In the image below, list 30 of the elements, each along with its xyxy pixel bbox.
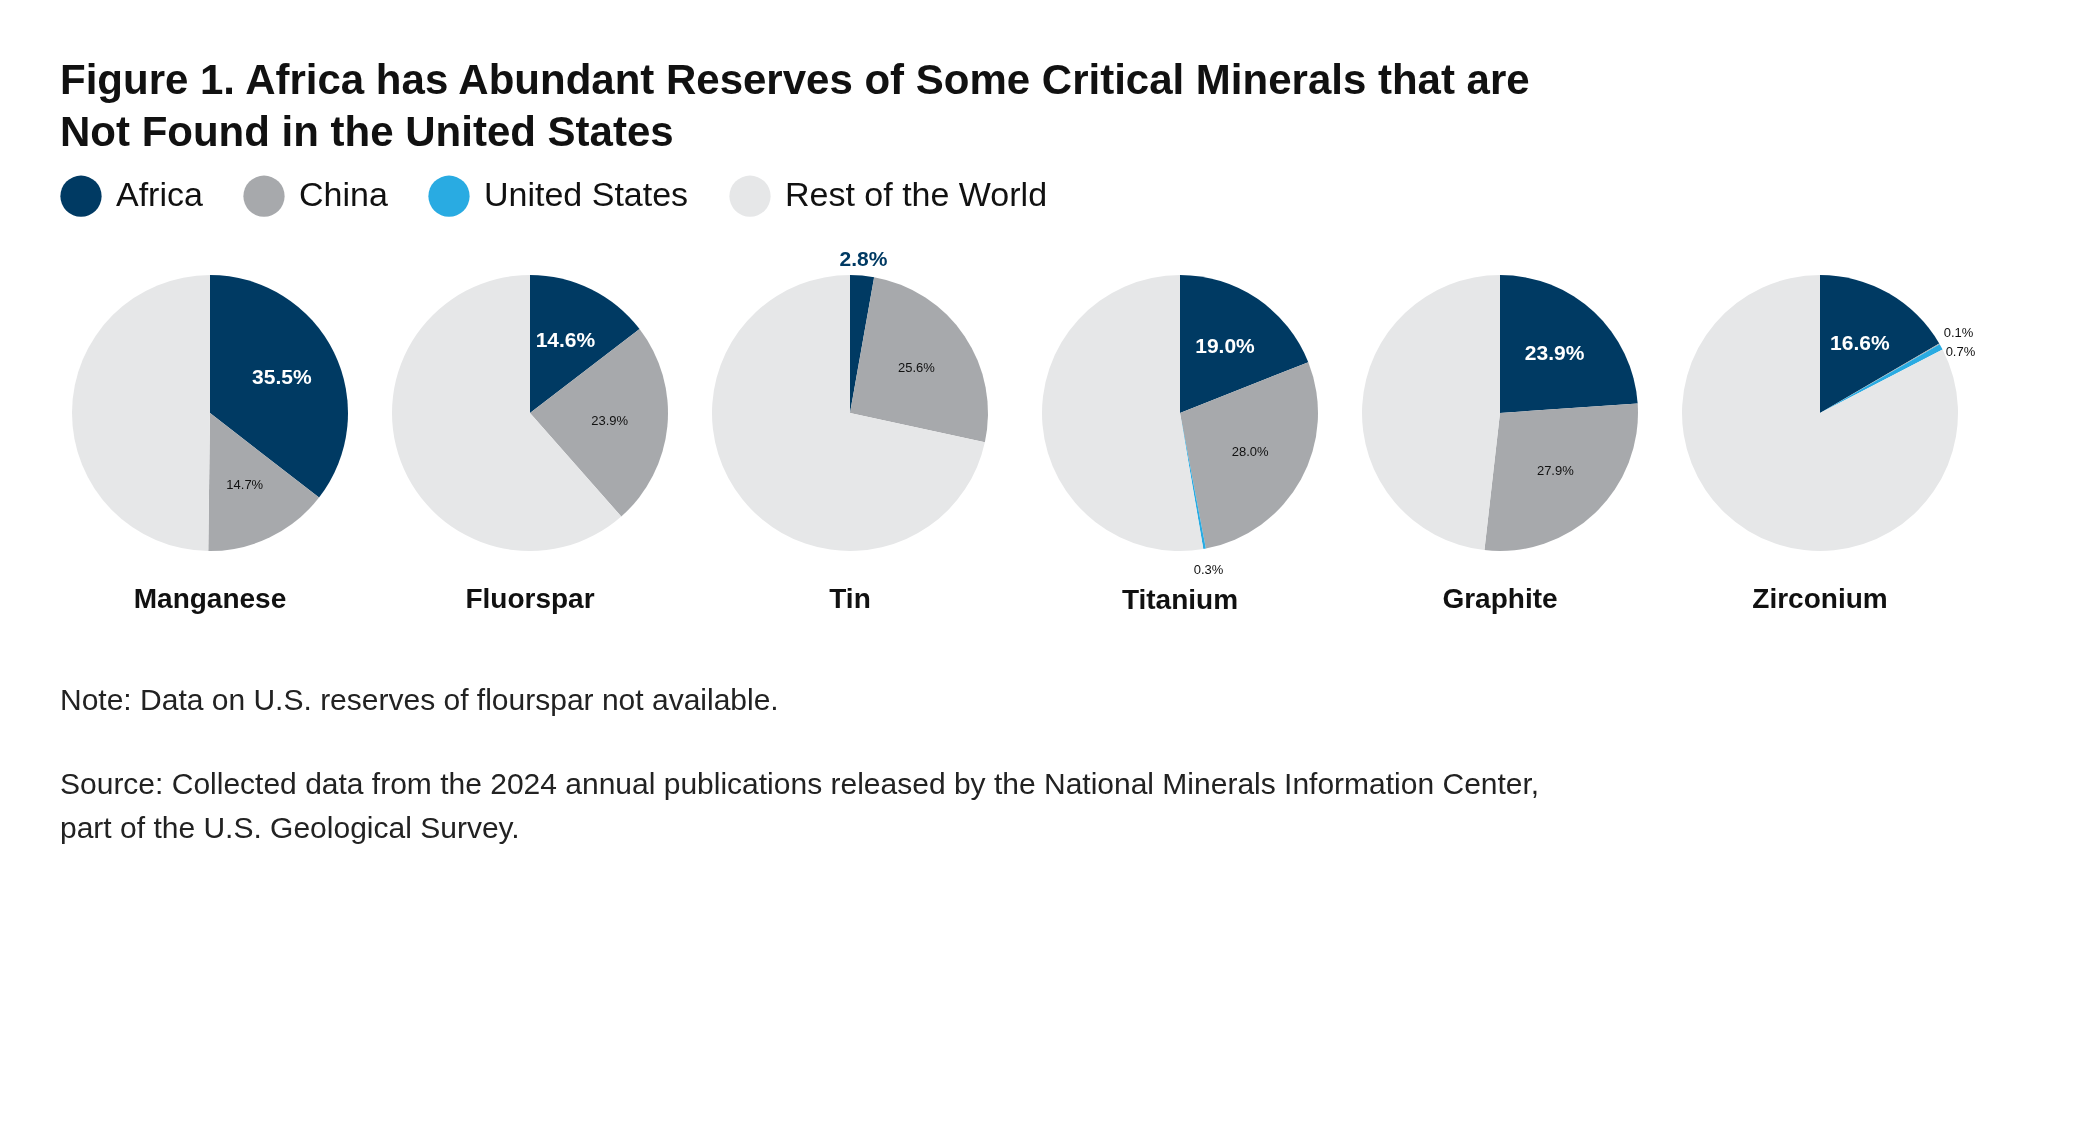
data-label: 14.7% — [226, 477, 264, 493]
text: Titanium — [1121, 584, 1239, 616]
data-label: 23.9% — [591, 412, 629, 428]
pie-slice — [1180, 275, 1309, 413]
data-label: 25.6% — [898, 360, 936, 376]
text: Graphite — [1442, 583, 1558, 614]
text: Manganese — [133, 583, 287, 614]
data-label: 23.9% — [1524, 341, 1585, 365]
data-label: 0.7% — [1945, 344, 1976, 360]
text: Zirconium — [1752, 583, 1888, 614]
data-label: 0.3% — [1193, 562, 1224, 578]
data-label: 0.1% — [1943, 324, 1974, 340]
data-label: 19.0% — [1195, 333, 1256, 357]
legend-label: United States — [484, 175, 689, 214]
legend-label: Africa — [116, 175, 203, 214]
text: Tin — [829, 583, 871, 614]
data-label: 27.9% — [1536, 462, 1575, 478]
data-label: 2.8% — [839, 246, 888, 270]
pie-slice — [1180, 362, 1318, 549]
text: Fluorspar — [465, 583, 595, 614]
text: Note: Data on U.S. reserves of flourspar not available. — [60, 683, 779, 716]
pie-slice — [1820, 275, 1940, 413]
data-label: 28.0% — [1231, 443, 1269, 459]
data-label: 16.6% — [1830, 330, 1890, 354]
legend-label: Rest of the World — [785, 175, 1048, 214]
legend-label: China — [299, 175, 388, 214]
text: Figure 1. Africa has Abundant Reserves of Some Critical Minerals that are Not Found in the United States — [60, 56, 1530, 155]
data-label: 35.5% — [252, 364, 312, 388]
source-note: Source: Collected data from the 2024 annual publications released by the National Minerals Information Center, part of the U.S. Geological Survey. — [60, 766, 1540, 844]
data-label: 14.6% — [535, 328, 596, 352]
